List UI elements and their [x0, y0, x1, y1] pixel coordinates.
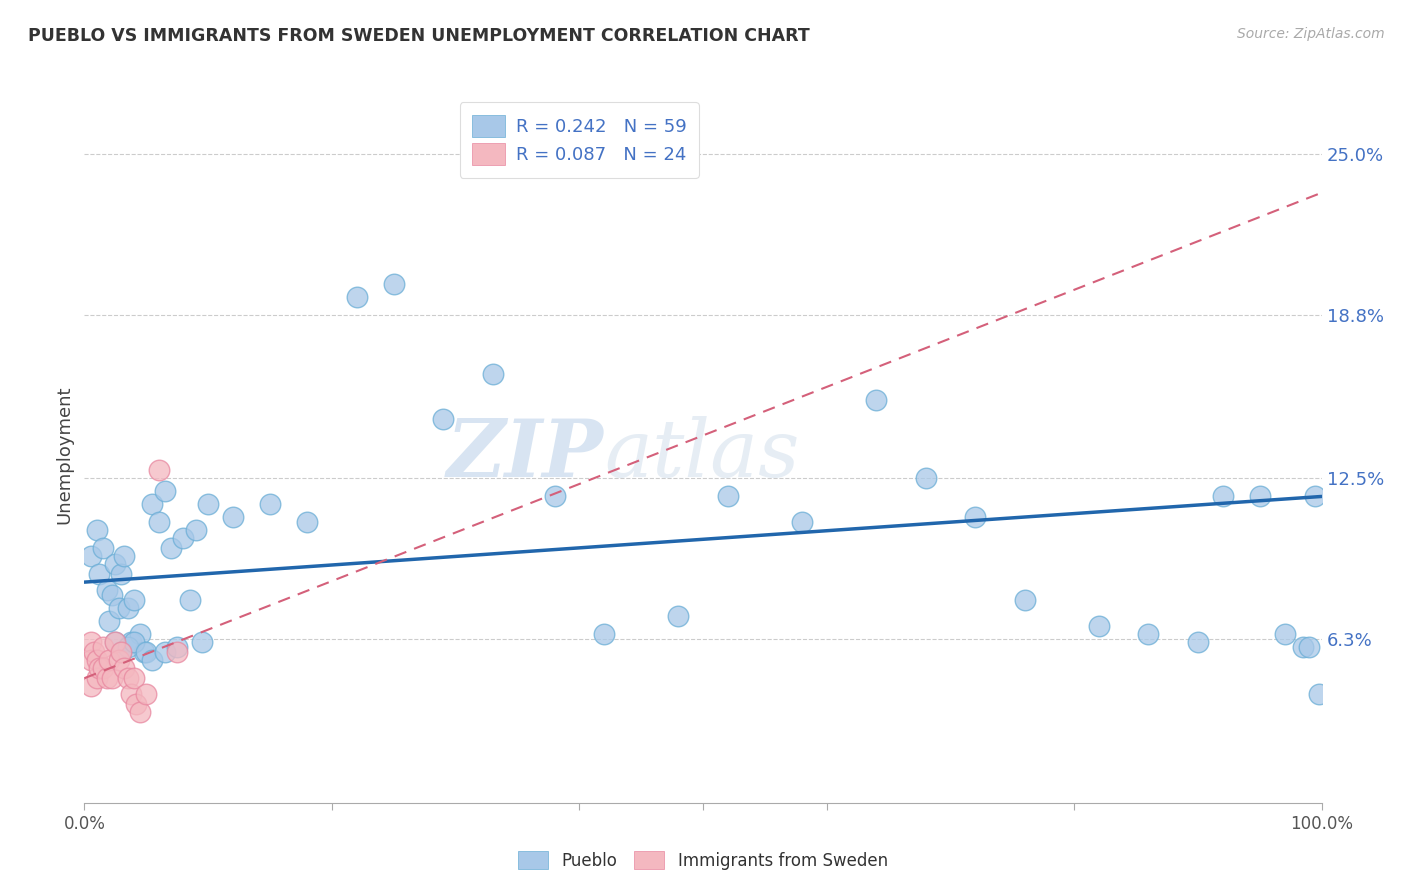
Point [110, 645, 132, 659]
Point [717, 490, 740, 504]
Point [1308, 687, 1330, 701]
Point [172, 531, 194, 545]
Point [100, 588, 122, 602]
Point [129, 627, 152, 641]
Point [98, 653, 121, 667]
Point [110, 567, 132, 582]
Point [965, 510, 987, 524]
Point [346, 289, 368, 303]
Legend: Pueblo, Immigrants from Sweden: Pueblo, Immigrants from Sweden [510, 843, 896, 878]
Point [122, 671, 145, 685]
Text: Source: ZipAtlas.com: Source: ZipAtlas.com [1237, 27, 1385, 41]
Point [122, 593, 145, 607]
Point [104, 635, 127, 649]
Point [865, 393, 887, 408]
Point [1014, 593, 1036, 607]
Point [666, 608, 689, 623]
Point [593, 627, 616, 641]
Point [79, 549, 101, 564]
Point [100, 671, 122, 685]
Point [91, 541, 114, 556]
Point [79, 679, 101, 693]
Point [141, 653, 163, 667]
Point [83, 645, 105, 659]
Point [222, 510, 245, 524]
Point [120, 687, 142, 701]
Point [160, 541, 183, 556]
Point [148, 516, 170, 530]
Point [112, 549, 135, 564]
Point [184, 523, 207, 537]
Point [153, 484, 176, 499]
Point [110, 645, 132, 659]
Text: atlas: atlas [605, 417, 800, 493]
Point [1137, 627, 1160, 641]
Point [135, 687, 157, 701]
Point [117, 671, 139, 685]
Point [1274, 627, 1296, 641]
Point [1305, 490, 1327, 504]
Point [1298, 640, 1320, 654]
Point [79, 635, 101, 649]
Point [1187, 635, 1209, 649]
Point [1212, 490, 1234, 504]
Point [148, 463, 170, 477]
Point [86, 671, 108, 685]
Point [543, 490, 565, 504]
Point [86, 523, 108, 537]
Point [86, 653, 108, 667]
Point [191, 635, 214, 649]
Point [79, 653, 101, 667]
Point [89, 567, 111, 582]
Point [98, 614, 121, 628]
Point [120, 635, 142, 649]
Point [153, 645, 176, 659]
Point [1088, 619, 1111, 633]
Point [166, 645, 188, 659]
Point [91, 640, 114, 654]
Point [108, 601, 131, 615]
Point [129, 705, 152, 719]
Point [117, 640, 139, 654]
Point [914, 471, 936, 485]
Point [135, 645, 157, 659]
Point [481, 368, 503, 382]
Point [132, 645, 155, 659]
Point [122, 635, 145, 649]
Point [179, 593, 201, 607]
Text: PUEBLO VS IMMIGRANTS FROM SWEDEN UNEMPLOYMENT CORRELATION CHART: PUEBLO VS IMMIGRANTS FROM SWEDEN UNEMPLO… [28, 27, 810, 45]
Point [790, 516, 813, 530]
Point [382, 277, 405, 291]
Point [117, 601, 139, 615]
Point [1292, 640, 1315, 654]
Point [112, 661, 135, 675]
Point [96, 671, 118, 685]
Point [197, 497, 219, 511]
Point [104, 557, 127, 571]
Point [166, 640, 188, 654]
Point [125, 697, 148, 711]
Point [259, 497, 281, 511]
Point [89, 661, 111, 675]
Text: ZIP: ZIP [447, 417, 605, 493]
Point [104, 635, 127, 649]
Point [1249, 490, 1271, 504]
Point [295, 516, 318, 530]
Point [108, 653, 131, 667]
Point [141, 497, 163, 511]
Point [96, 582, 118, 597]
Point [91, 661, 114, 675]
Point [432, 411, 454, 425]
Y-axis label: Unemployment: Unemployment [55, 385, 73, 524]
